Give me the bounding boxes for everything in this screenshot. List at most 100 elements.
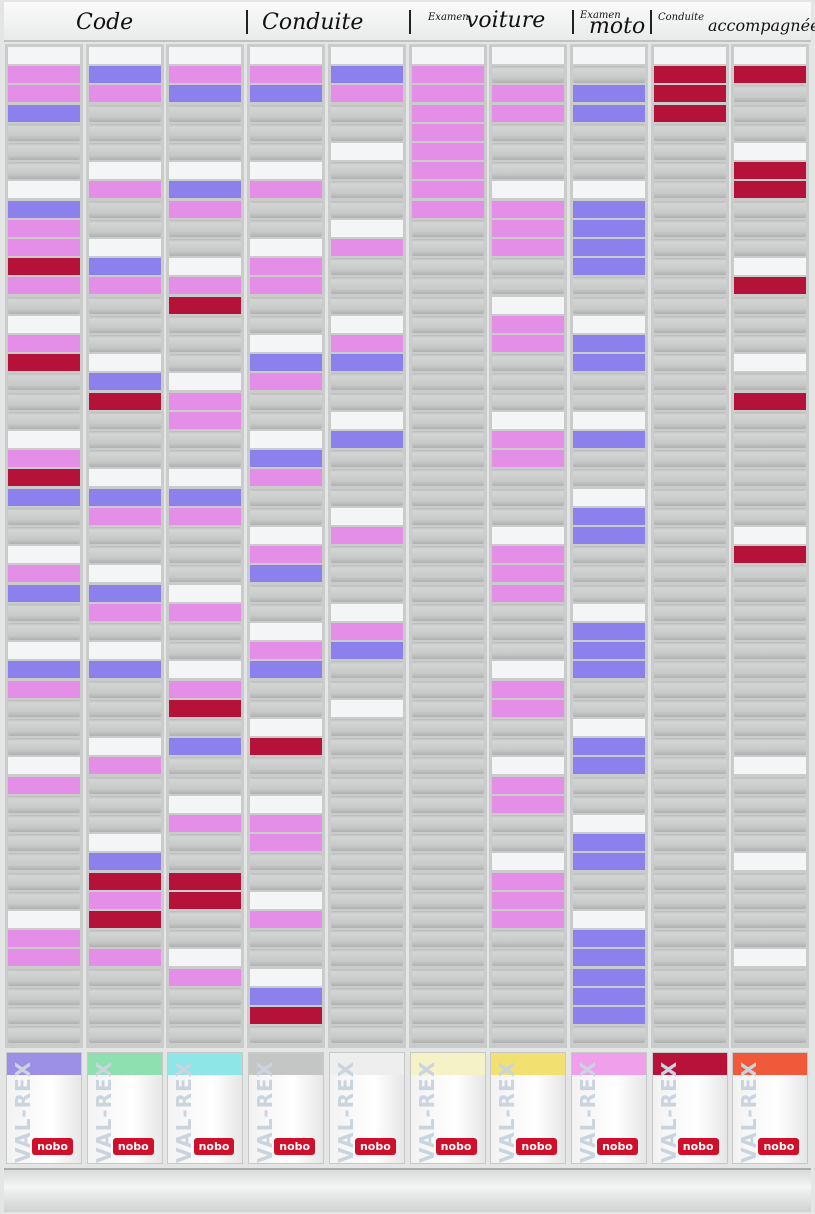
empty-slot [411,987,484,1005]
card [572,47,645,64]
box-logo: nobo [516,1138,558,1155]
card [169,603,242,621]
card [330,354,403,372]
empty-slot [8,123,80,141]
card [8,104,80,122]
empty-slot [8,853,80,871]
empty-slot [169,315,242,333]
empty-slot [330,1026,403,1044]
card-box: VAL-REX nobo [248,1052,325,1164]
empty-slot [411,315,484,333]
card [653,85,726,103]
card [169,47,242,64]
empty-slot [734,872,807,890]
empty-slot [169,431,242,448]
card [88,85,161,103]
card [169,815,242,832]
empty-slot [734,680,807,698]
empty-slot [653,527,726,544]
card [411,200,484,218]
card [88,239,161,256]
card [88,392,161,410]
card [250,911,323,928]
card [330,239,403,256]
column [650,44,729,1048]
card [88,891,161,909]
card [572,354,645,372]
empty-slot [653,834,726,852]
empty-slot [8,143,80,160]
box-logo: nobo [597,1138,638,1155]
empty-slot [250,853,323,871]
empty-slot [330,200,403,218]
card [492,776,565,794]
card [250,815,323,832]
empty-slot [734,815,807,832]
card [572,834,645,852]
empty-slot [8,738,80,756]
card [169,162,242,180]
card [250,527,323,544]
card [8,335,80,352]
card [169,699,242,717]
card [8,584,80,602]
empty-slot [250,411,323,429]
card [411,104,484,122]
empty-slot [653,987,726,1005]
empty-slot [8,1026,80,1044]
box-lid [571,1053,646,1075]
empty-slot [734,623,807,640]
card [330,431,403,448]
empty-slot [411,1026,484,1044]
empty-slot [734,968,807,986]
empty-slot [734,795,807,813]
card [653,47,726,64]
card [8,219,80,237]
card [572,200,645,218]
card [492,181,565,199]
empty-slot [411,450,484,468]
empty-slot [411,834,484,852]
empty-slot [653,411,726,429]
card [492,200,565,218]
card [88,565,161,583]
card [250,431,323,448]
card [250,258,323,276]
empty-slot [734,1007,807,1024]
card [492,219,565,237]
card [250,181,323,199]
empty-slot [572,680,645,698]
card [88,584,161,602]
divider [246,10,248,34]
empty-slot [88,527,161,544]
empty-slot [411,891,484,909]
box-brand: VAL-REX [414,1060,439,1163]
empty-slot [88,143,161,160]
empty-slot [169,219,242,237]
empty-slot [330,1007,403,1024]
card [88,47,161,64]
empty-slot [8,527,80,544]
empty-slot [572,872,645,890]
card [734,66,807,84]
empty-slot [734,642,807,660]
empty-slot [169,987,242,1005]
empty-slot [88,1007,161,1024]
empty-slot [8,373,80,391]
card [169,85,242,103]
header-strip: Code Conduite Examen voiture Examen moto… [4,2,815,42]
empty-slot [250,584,323,602]
box-lid [652,1053,727,1075]
card [653,104,726,122]
empty-slot [653,719,726,736]
card [88,757,161,775]
card [8,546,80,564]
card [8,354,80,372]
column [569,44,648,1048]
box-logo: nobo [32,1138,73,1155]
card [8,315,80,333]
empty-slot [653,546,726,564]
empty-slot [330,987,403,1005]
empty-slot [734,450,807,468]
card [492,85,565,103]
